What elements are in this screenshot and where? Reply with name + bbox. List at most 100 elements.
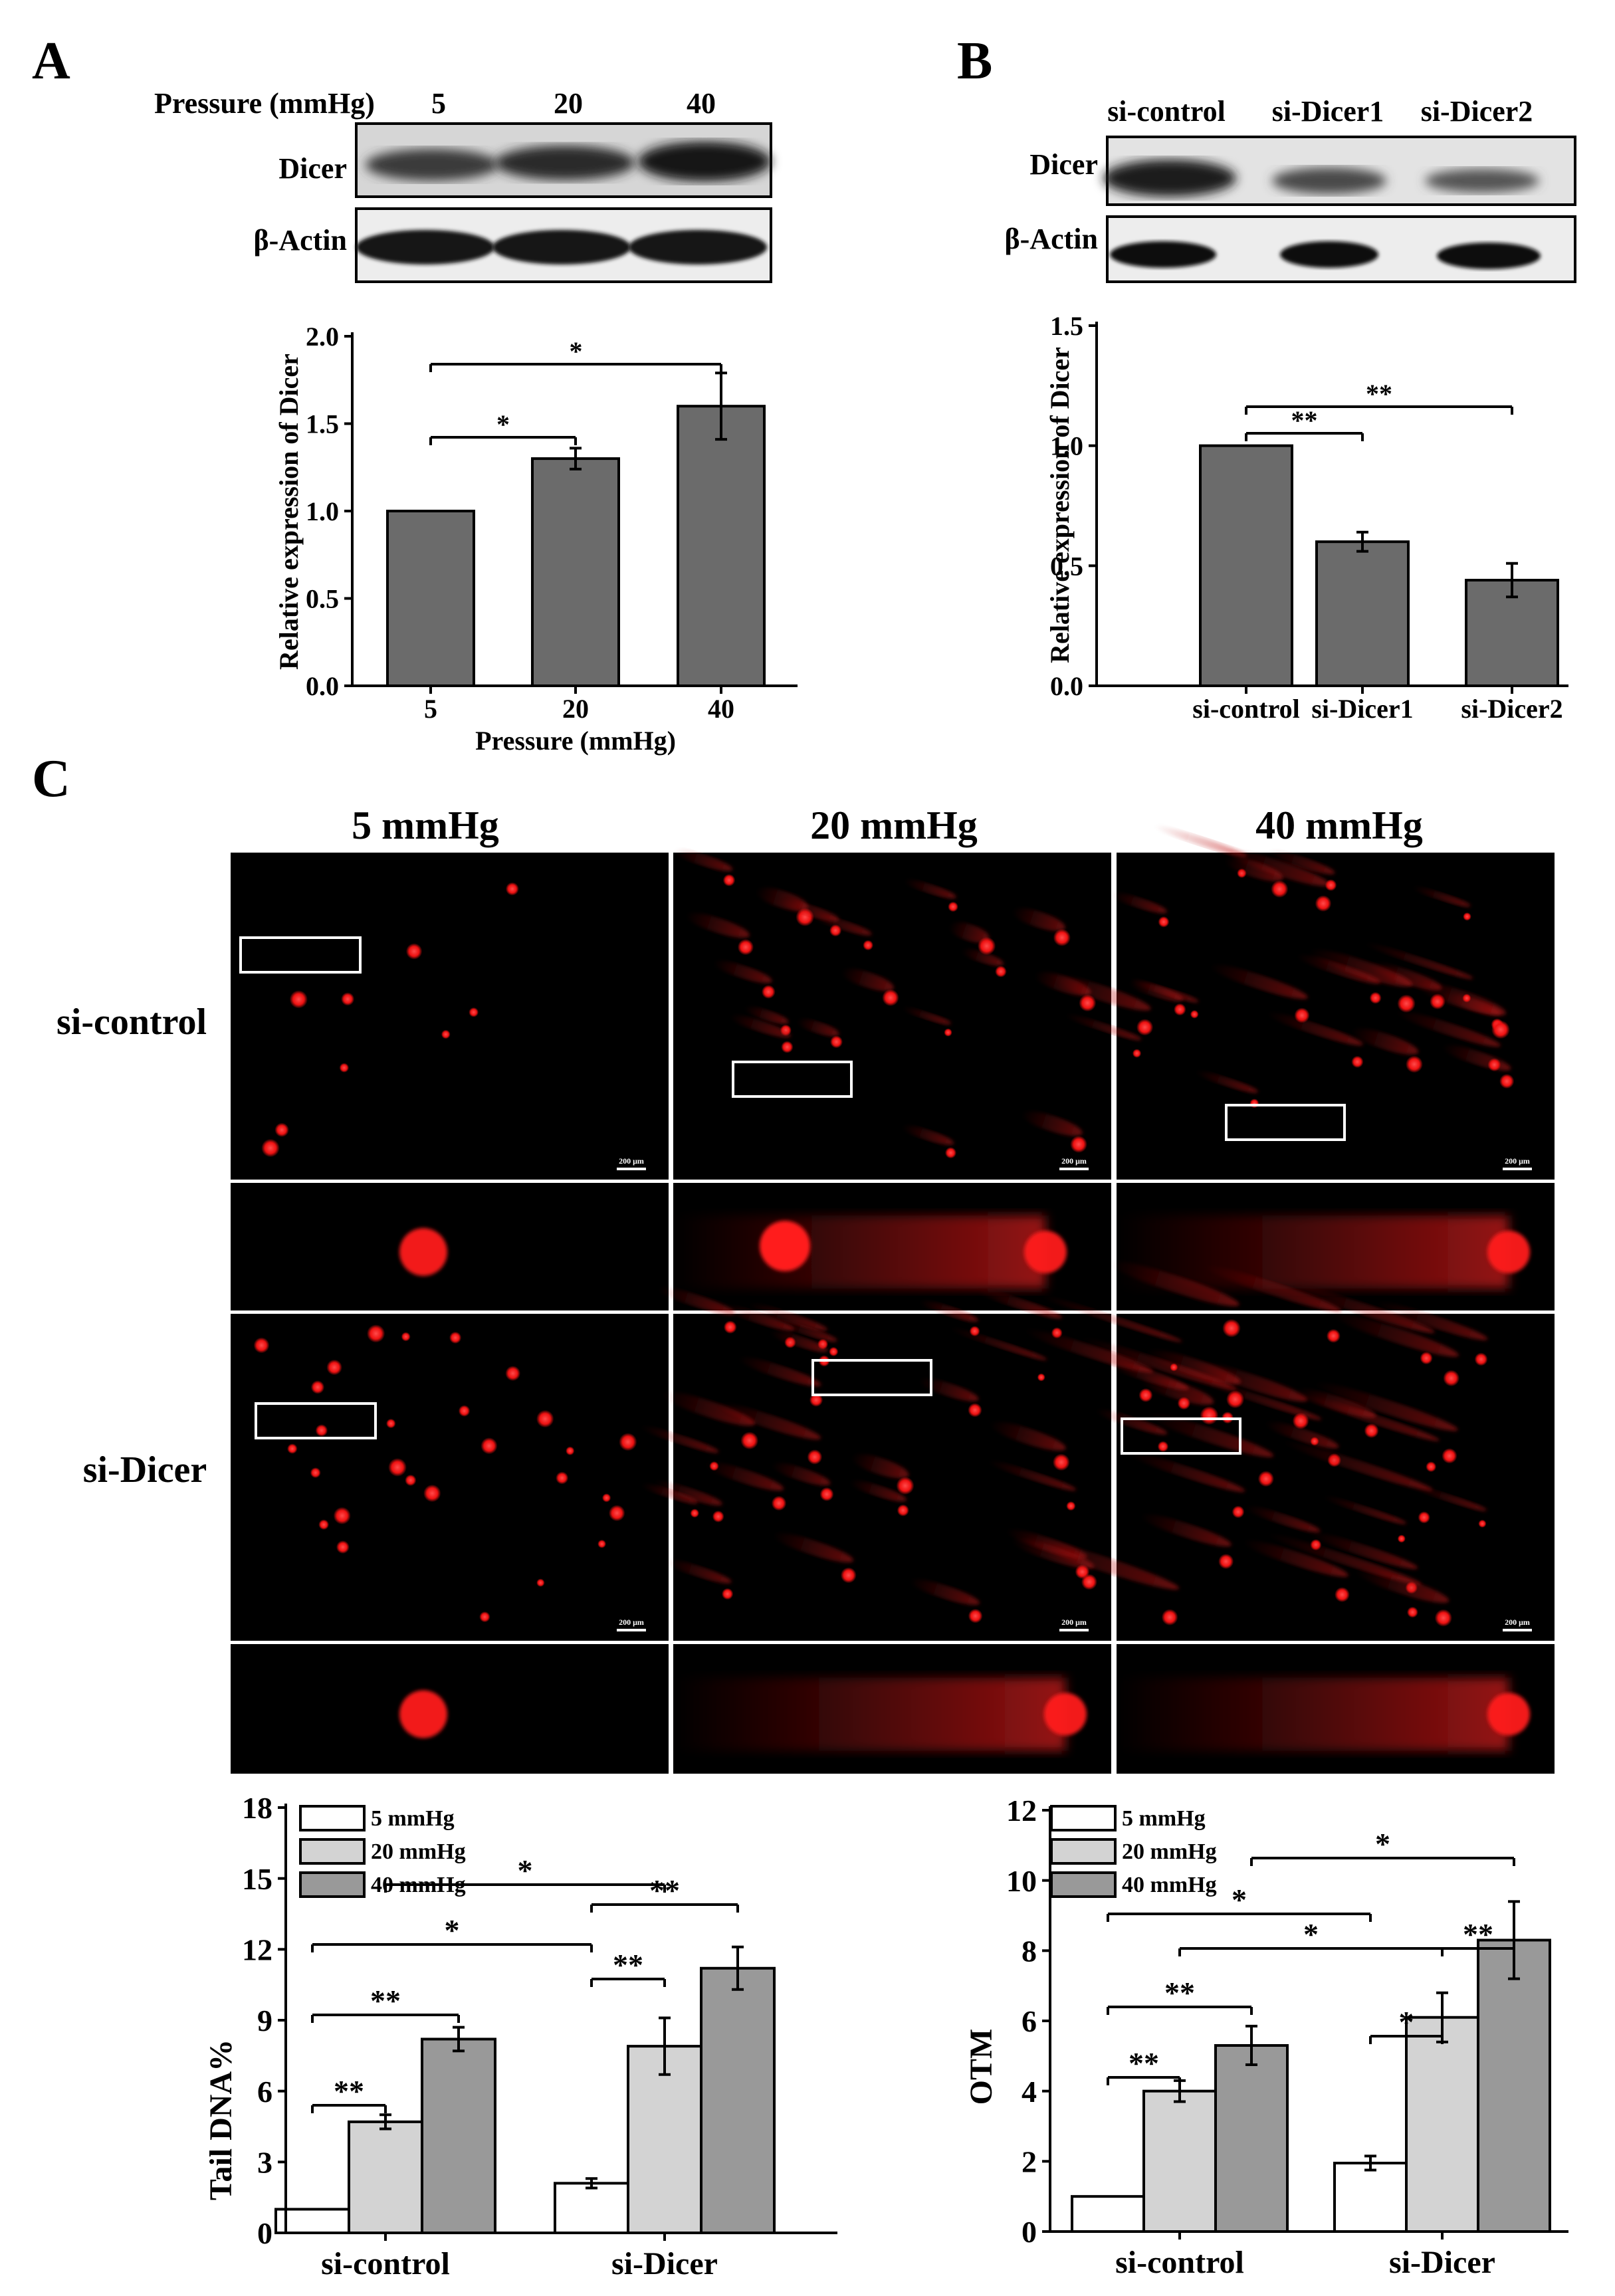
comet-tail: [989, 1421, 1066, 1451]
comet-tail: [1412, 1485, 1487, 1511]
comet-tail: [640, 1425, 719, 1453]
micrograph-zoom-cell: [1117, 1183, 1555, 1310]
comet-tail: [771, 1463, 831, 1486]
comet-head: [336, 1540, 350, 1554]
comet-head: [1397, 1534, 1406, 1543]
comet-head: [829, 1035, 843, 1049]
comet-head: [1326, 1328, 1341, 1343]
comet-tail: [849, 1480, 907, 1502]
legend-label: 40 mmHg: [1122, 1873, 1217, 1897]
significance-label: *: [1232, 1883, 1247, 1917]
panel-a-letter: A: [32, 32, 70, 90]
y-tick-label: 15: [242, 1862, 272, 1896]
micrograph-background: [231, 1183, 669, 1310]
bar: [677, 405, 766, 687]
micrograph-zoom-cell: [231, 1183, 669, 1310]
comet-head: [469, 1007, 479, 1017]
bar: [1405, 2016, 1479, 2233]
legend-swatch: [299, 1805, 366, 1831]
comet-head: [948, 901, 958, 912]
comet-tail: [641, 1483, 699, 1504]
inset-box: [811, 1359, 932, 1396]
micrograph-background: [231, 853, 669, 1180]
comet-tail: [1242, 1540, 1348, 1577]
comet-head: [1044, 1693, 1087, 1736]
comet-head: [333, 1507, 351, 1524]
grid-row-label: si-control: [56, 1001, 207, 1043]
comet-head: [1315, 895, 1332, 912]
comet-head: [1157, 1441, 1169, 1452]
blot-band: [629, 230, 767, 264]
comet-head: [944, 1028, 952, 1037]
legend-label: 20 mmHg: [371, 1839, 466, 1864]
blot-band: [492, 230, 631, 264]
comet-head: [1310, 1437, 1319, 1446]
comet-head: [1420, 1352, 1433, 1365]
comet-tail: [949, 922, 990, 943]
comet-tail: [1111, 892, 1167, 914]
x-tick-label: si-Dicer: [1389, 2245, 1495, 2280]
comet-head: [289, 990, 308, 1009]
comet-head: [385, 1418, 396, 1429]
comet-head: [1462, 993, 1471, 1003]
scale-bar-label: 200 μm: [1505, 1156, 1530, 1166]
significance-label: **: [649, 1873, 680, 1907]
panel-a-chart: Relative expression of Dicer Pressure (m…: [274, 322, 798, 756]
comet-tail: [1376, 1302, 1488, 1340]
significance-label: *: [518, 1853, 533, 1887]
y-tick-label: 1.0: [1050, 431, 1083, 461]
micrograph-zoom-cell: [231, 1644, 669, 1774]
significance-label: *: [445, 1913, 460, 1947]
micrograph-grid: 200 μm 200 μm 200 μm 200 μm 200 μm 200 μm: [231, 825, 1555, 1774]
scale-bar-label: 200 μm: [619, 1156, 644, 1166]
comet-head: [401, 1332, 411, 1342]
comet-head: [366, 1324, 385, 1343]
scale-bar-label: 200 μm: [1505, 1618, 1530, 1627]
x-tick-label: si-Dicer2: [1461, 694, 1562, 724]
chart-b-ylabel: Relative expression of Dicer: [1045, 347, 1075, 663]
micrograph-background: [1117, 853, 1555, 1180]
comet-head: [566, 1446, 575, 1455]
significance-label: **: [1129, 2046, 1159, 2080]
comet-tail: [780, 899, 839, 922]
comet-tail: [1153, 825, 1247, 857]
comet-head: [315, 1424, 328, 1437]
y-tick-label: 6: [1022, 2004, 1037, 2038]
comet-tail: [1023, 1328, 1154, 1373]
comet-tail: [1313, 1382, 1458, 1431]
comet-tail: [1194, 1071, 1258, 1093]
comet-head: [310, 1380, 325, 1394]
significance-label: **: [334, 2074, 364, 2108]
comet-tail: [1351, 1028, 1418, 1055]
comet-head: [505, 882, 519, 896]
y-tick-label: 10: [1006, 1864, 1037, 1898]
comet-head: [1158, 916, 1170, 928]
blot-band: [1110, 241, 1216, 268]
comet-head: [1443, 1370, 1460, 1387]
comet-tail: [1412, 886, 1471, 907]
inset-box: [1225, 1104, 1346, 1141]
comet-tail: [918, 1378, 979, 1402]
comet-tail: [1019, 1535, 1180, 1590]
comet-head: [1418, 1511, 1430, 1524]
comet-head: [1487, 1058, 1501, 1072]
comet-tail: [673, 1215, 1045, 1289]
comet-head: [819, 1487, 834, 1502]
x-tick-label: si-control: [1115, 2245, 1244, 2280]
micrograph-background: [231, 1644, 669, 1774]
comet-tail: [1295, 954, 1381, 984]
comet-head: [690, 1509, 700, 1518]
legend-swatch: [1050, 1805, 1117, 1831]
significance-label: *: [1399, 2005, 1414, 2039]
comet-tail: [1291, 1285, 1435, 1333]
comet-head: [339, 1063, 350, 1073]
comet-tail: [723, 1305, 795, 1331]
comet-head: [944, 1147, 957, 1159]
comet-tail: [1266, 1533, 1422, 1585]
comet-tail: [919, 1300, 978, 1322]
y-tick-label: 0.0: [306, 671, 339, 701]
y-tick-label: 12: [1006, 1794, 1037, 1827]
micrograph-cell: 200 μm: [231, 853, 669, 1180]
comet-head: [1271, 880, 1289, 898]
comet-head: [1335, 1587, 1350, 1602]
